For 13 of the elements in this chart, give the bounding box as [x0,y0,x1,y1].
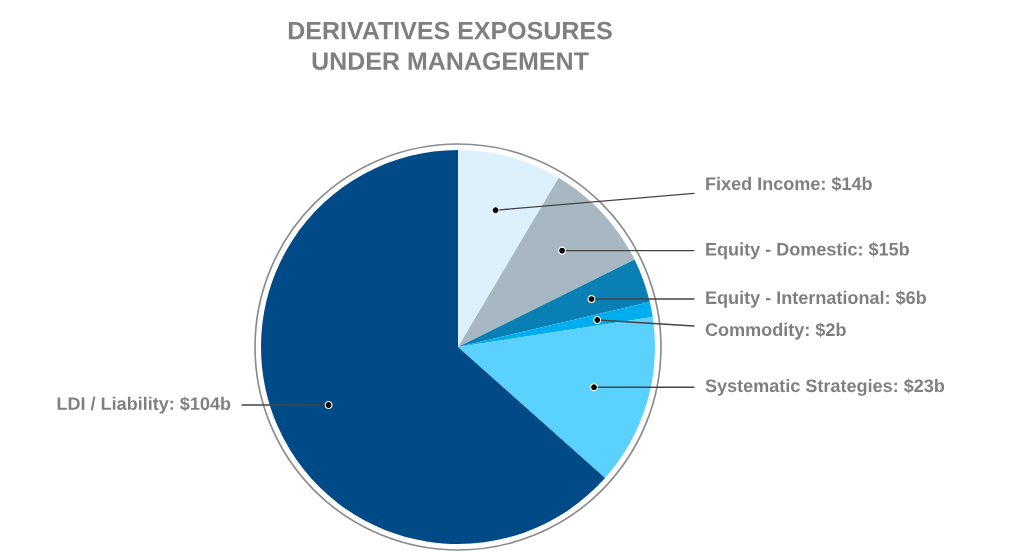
slice-label: Equity - Domestic: $15b [706,242,909,260]
chart-title: DERIVATIVES EXPOSURES UNDER MANAGEMENT [288,21,612,70]
slice-label: Commodity: $2b [705,322,846,340]
pie-slice [261,150,606,544]
pie-slice [458,259,650,347]
pie-slice [458,177,635,347]
slice-label: Fixed Income: $14b [706,176,872,192]
pie-slice [458,302,653,347]
pie-slice [458,150,559,347]
slice-label: Systematic Strategies: $23b [705,378,945,396]
slice-label: Equity - International: $6b [706,290,926,308]
slice-label: LDI / Liability: $104b [57,396,231,414]
pie-slice [458,316,655,479]
